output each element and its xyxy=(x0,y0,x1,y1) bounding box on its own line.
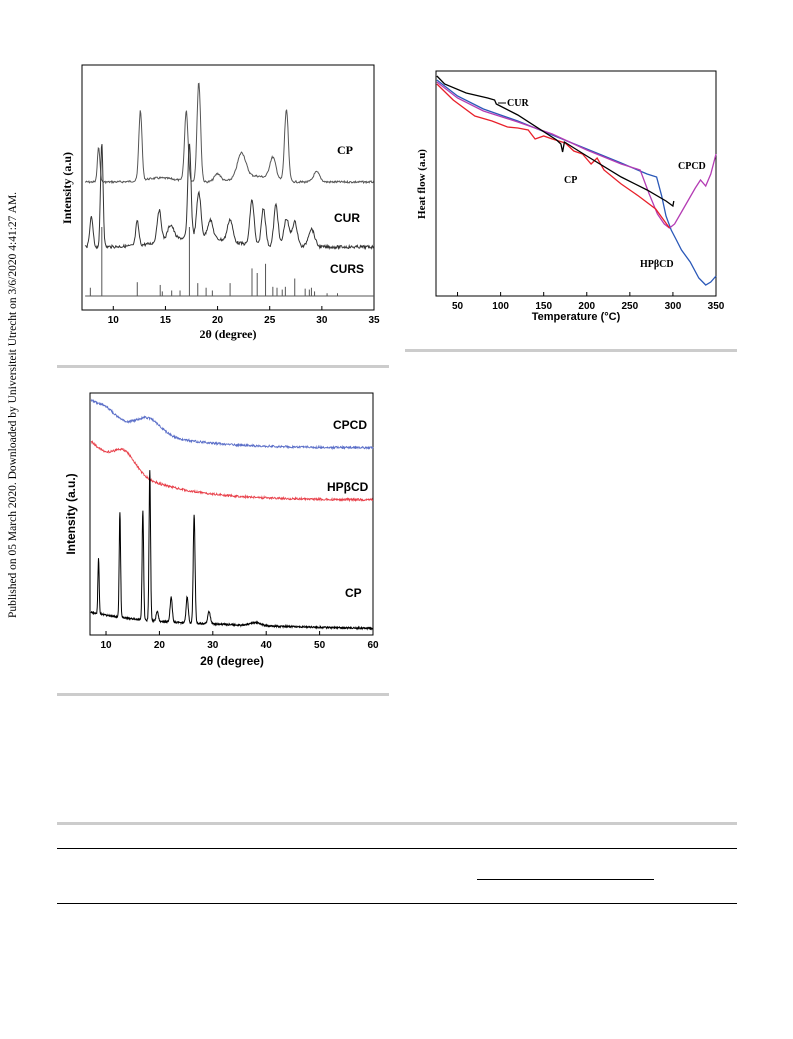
label-hpbcd: HPβCD xyxy=(327,480,369,494)
table-sub-rule xyxy=(477,879,654,880)
dsc-frame xyxy=(435,70,717,297)
dsc-label-cur: CUR xyxy=(507,98,529,109)
xrd-bottom-trace-cp xyxy=(90,470,373,631)
label-curs: CURS xyxy=(330,262,364,276)
dsc-figure: 50 100 150 200 250 300 350 CUR CP CPCD HPβCD T… xyxy=(414,66,725,326)
xrd-bottom-ticks: 10 20 30 40 50 60 xyxy=(100,631,379,651)
dsc-tick-label-2: 150 xyxy=(535,301,552,312)
xrd-top-tick-label-3: 25 xyxy=(264,315,276,326)
xrd-top-ylabel: Intensity (a.u) xyxy=(60,152,74,224)
xrd-bottom-tick-label-2: 30 xyxy=(207,640,219,651)
xrd-bottom-tick-label-1: 20 xyxy=(154,640,166,651)
rule-left-2 xyxy=(57,693,389,696)
dsc-tick-label-6: 350 xyxy=(708,301,725,312)
xrd-bottom-tick-label-3: 40 xyxy=(261,640,273,651)
dsc-tick-label-5: 300 xyxy=(665,301,682,312)
dsc-tick-label-1: 100 xyxy=(492,301,509,312)
xrd-bottom-svg: 10 20 30 40 50 60 CPCD HPβCD CP 2θ (degree) I… xyxy=(64,392,379,668)
xrd-top-xlabel: 2θ (degree) xyxy=(199,327,256,341)
xrd-top-svg: 10 15 20 25 30 35 CP CUR CURS 2θ (degree) Int… xyxy=(60,64,380,341)
dsc-tick-label-4: 250 xyxy=(622,301,639,312)
xrd-top-tick-label-0: 10 xyxy=(108,315,120,326)
label-cp: CP xyxy=(337,143,353,157)
dsc-tick-label-3: 200 xyxy=(578,301,595,312)
xrd-top-trace-curs xyxy=(85,227,374,297)
xrd-bottom-tick-label-0: 10 xyxy=(100,640,112,651)
xrd-figure-top: 10 15 20 25 30 35 CP CUR CURS 2θ (degree) Int… xyxy=(60,60,382,345)
dsc-ylabel: Heat flow (a.u) xyxy=(416,149,428,219)
xrd-bottom-frame xyxy=(89,392,374,636)
dsc-xlabel: Temperature (°C) xyxy=(532,311,621,323)
table-bottom-rule xyxy=(57,903,737,904)
xrd-bottom-tick-label-5: 60 xyxy=(367,640,379,651)
publication-sidebar: Published on 05 March 2020. Downloaded b… xyxy=(2,185,24,625)
dsc-trace-hpbcd xyxy=(436,79,717,286)
xrd-top-tick-label-4: 30 xyxy=(316,315,328,326)
xrd-top-frame xyxy=(81,64,375,311)
xrd-bottom-tick-label-4: 50 xyxy=(314,640,326,651)
xrd-top-tick-label-5: 35 xyxy=(368,315,380,326)
sidebar-text: Published on 05 March 2020. Downloaded b… xyxy=(7,191,19,619)
label-cp-bottom: CP xyxy=(345,586,362,600)
xrd-bottom-xlabel: 2θ (degree) xyxy=(200,654,264,668)
xrd-top-tick-label-2: 20 xyxy=(212,315,224,326)
xrd-bottom-trace-cpcd xyxy=(90,398,374,451)
dsc-trace-cp xyxy=(436,83,671,229)
xrd-top-ticks: 10 15 20 25 30 35 xyxy=(108,306,380,326)
dsc-trace-cpcd xyxy=(436,81,717,229)
rule-full xyxy=(57,822,737,825)
label-cpcd: CPCD xyxy=(333,418,367,432)
dsc-ticks: 50 100 150 200 250 300 350 xyxy=(452,292,725,312)
rule-left-1 xyxy=(57,365,389,368)
label-cur: CUR xyxy=(334,211,360,225)
table-top-rule xyxy=(57,848,737,849)
xrd-top-tick-label-1: 15 xyxy=(160,315,172,326)
dsc-svg: 50 100 150 200 250 300 350 CUR CP CPCD HPβCD T… xyxy=(416,70,725,323)
xrd-figure-bottom: 10 20 30 40 50 60 CPCD HPβCD CP 2θ (degree) I… xyxy=(62,388,382,673)
rule-right-1 xyxy=(405,349,737,352)
xrd-bottom-ylabel: Intensity (a.u.) xyxy=(64,473,78,554)
xrd-bottom-trace-hpbcd xyxy=(90,440,374,503)
dsc-label-hpbcd: HPβCD xyxy=(640,259,674,270)
dsc-label-cp: CP xyxy=(564,175,577,186)
dsc-tick-label-0: 50 xyxy=(452,301,464,312)
xrd-top-trace-cp xyxy=(85,82,375,185)
dsc-trace-cur xyxy=(436,75,675,208)
dsc-label-cpcd: CPCD xyxy=(678,161,706,172)
xrd-top-trace-cur xyxy=(84,143,375,251)
